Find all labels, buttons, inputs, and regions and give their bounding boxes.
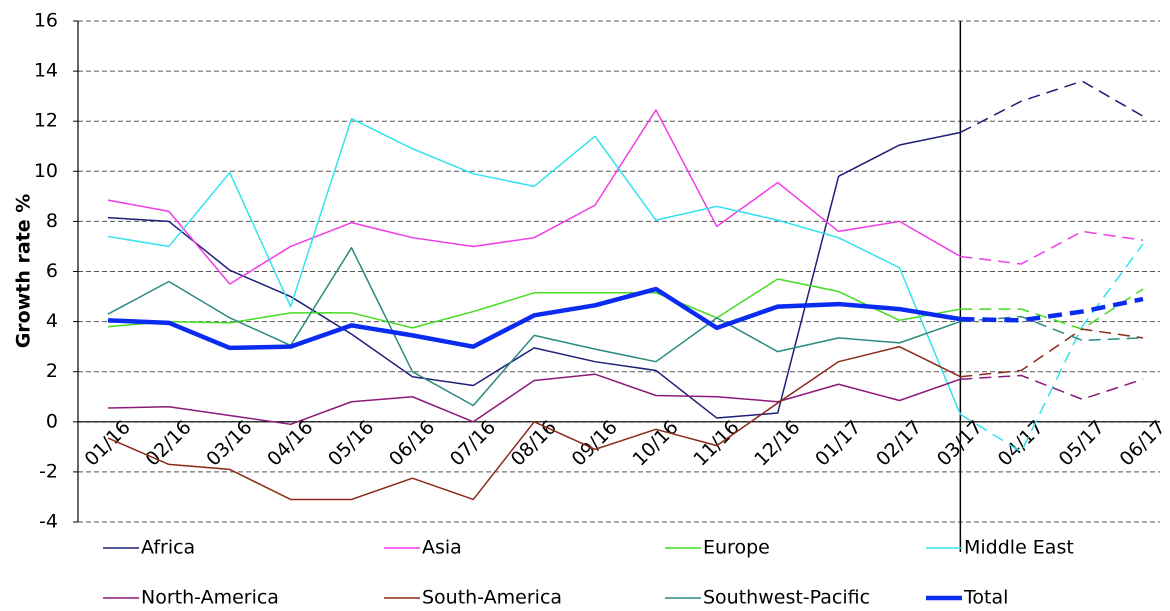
x-tick-label: 01/17 bbox=[811, 416, 865, 470]
y-tick-label: -2 bbox=[39, 460, 58, 482]
y-tick-label: 8 bbox=[46, 210, 58, 232]
legend-label: Middle East bbox=[964, 537, 1074, 559]
x-tick-label: 02/17 bbox=[872, 416, 926, 470]
legend-label: Asia bbox=[422, 537, 462, 559]
y-tick-label: 4 bbox=[46, 310, 58, 332]
legend-label: Southwest-Pacific bbox=[703, 587, 870, 609]
x-tick-label: 11/16 bbox=[689, 416, 743, 470]
y-tick-label: 16 bbox=[34, 10, 58, 32]
y-tick-label: 12 bbox=[34, 110, 58, 132]
series-line bbox=[107, 278, 961, 329]
series-line bbox=[107, 246, 961, 407]
y-tick-label: -4 bbox=[39, 511, 58, 533]
y-tick-label: 2 bbox=[46, 360, 58, 382]
x-tick-label: 10/16 bbox=[628, 416, 682, 470]
x-tick-label: 04/17 bbox=[994, 416, 1048, 470]
y-tick-label: 14 bbox=[34, 60, 58, 82]
x-tick-label: 03/16 bbox=[202, 416, 256, 470]
series-line-forecast bbox=[960, 374, 1144, 401]
series-line bbox=[107, 345, 961, 501]
x-tick-label: 02/16 bbox=[141, 416, 195, 470]
legend-label: North-America bbox=[141, 587, 279, 609]
x-tick-label: 07/16 bbox=[446, 416, 500, 470]
x-tick-label: 05/17 bbox=[1055, 416, 1109, 470]
series-line bbox=[107, 286, 961, 351]
x-tick-label: 01/16 bbox=[81, 416, 135, 470]
series-line-forecast bbox=[960, 328, 1144, 378]
legend-label: Total bbox=[963, 587, 1008, 609]
x-tick-label: 08/16 bbox=[507, 416, 561, 470]
legend-label: Africa bbox=[141, 537, 195, 559]
y-axis-label: Growth rate % bbox=[13, 194, 35, 349]
x-tick-label: 06/16 bbox=[385, 416, 439, 470]
series-line-forecast bbox=[960, 296, 1144, 323]
series-line bbox=[107, 109, 961, 285]
series-line bbox=[107, 117, 962, 415]
series-line-forecast bbox=[960, 288, 1144, 330]
y-tick-label: 10 bbox=[34, 160, 58, 182]
x-tick-label: 12/16 bbox=[750, 416, 804, 470]
series-line-forecast bbox=[960, 230, 1144, 265]
series-line-forecast bbox=[960, 80, 1144, 134]
legend-label: Europe bbox=[703, 537, 770, 559]
y-tick-label: 0 bbox=[46, 410, 58, 432]
x-tick-label: 05/16 bbox=[324, 416, 378, 470]
y-tick-label: 6 bbox=[46, 260, 58, 282]
series-line-forecast bbox=[959, 243, 1144, 453]
series-line bbox=[107, 373, 961, 426]
x-tick-label: 06/17 bbox=[1116, 416, 1170, 470]
legend-label: South-America bbox=[422, 587, 562, 609]
series-line bbox=[107, 131, 961, 419]
